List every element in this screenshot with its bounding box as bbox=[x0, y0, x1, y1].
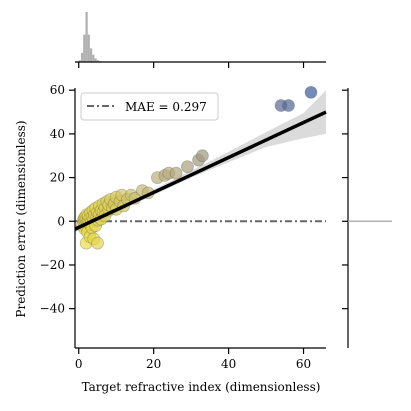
plot-area bbox=[74, 86, 327, 250]
top-histogram-bar bbox=[94, 58, 97, 62]
top-histogram-bar bbox=[85, 12, 88, 62]
top-histogram-bar bbox=[83, 34, 86, 62]
top-histogram-bar bbox=[96, 60, 99, 62]
y-tick-label: −40 bbox=[40, 302, 65, 316]
legend: MAE = 0.297 bbox=[80, 92, 219, 121]
scatter-point bbox=[180, 160, 194, 174]
legend-box bbox=[80, 92, 219, 121]
x-tick-label: 0 bbox=[75, 357, 83, 371]
y-tick-label: 0 bbox=[57, 214, 65, 228]
scatter-point bbox=[304, 86, 318, 99]
scatter-point bbox=[195, 149, 209, 163]
legend-label: MAE = 0.297 bbox=[125, 100, 207, 114]
right-histogram bbox=[342, 88, 392, 348]
y-tick-label: 40 bbox=[50, 127, 65, 141]
y-tick-label: 60 bbox=[50, 83, 65, 97]
top-histogram bbox=[75, 12, 326, 68]
y-tick-label: 20 bbox=[50, 171, 65, 185]
y-tick-label: −20 bbox=[40, 258, 65, 272]
scatter-point bbox=[169, 166, 183, 180]
x-tick-label: 60 bbox=[296, 357, 311, 371]
top-histogram-bar bbox=[78, 60, 81, 62]
y-axis-label: Prediction error (dimensionless) bbox=[14, 120, 28, 317]
scatter-points bbox=[76, 86, 318, 250]
top-histogram-bar bbox=[81, 52, 84, 62]
x-tick-label: 20 bbox=[146, 357, 161, 371]
x-axis-label: Target refractive index (dimensionless) bbox=[82, 380, 321, 394]
top-histogram-bar bbox=[90, 48, 93, 62]
scatter-point bbox=[91, 236, 104, 250]
x-tick-label: 40 bbox=[221, 357, 236, 371]
axes: 0 20 40 60 −40 −20 0 20 40 60 bbox=[40, 83, 326, 371]
regression-line bbox=[74, 110, 327, 231]
scatter-point bbox=[282, 99, 295, 112]
top-histogram-bar bbox=[92, 54, 95, 62]
top-histogram-bar bbox=[87, 34, 90, 62]
